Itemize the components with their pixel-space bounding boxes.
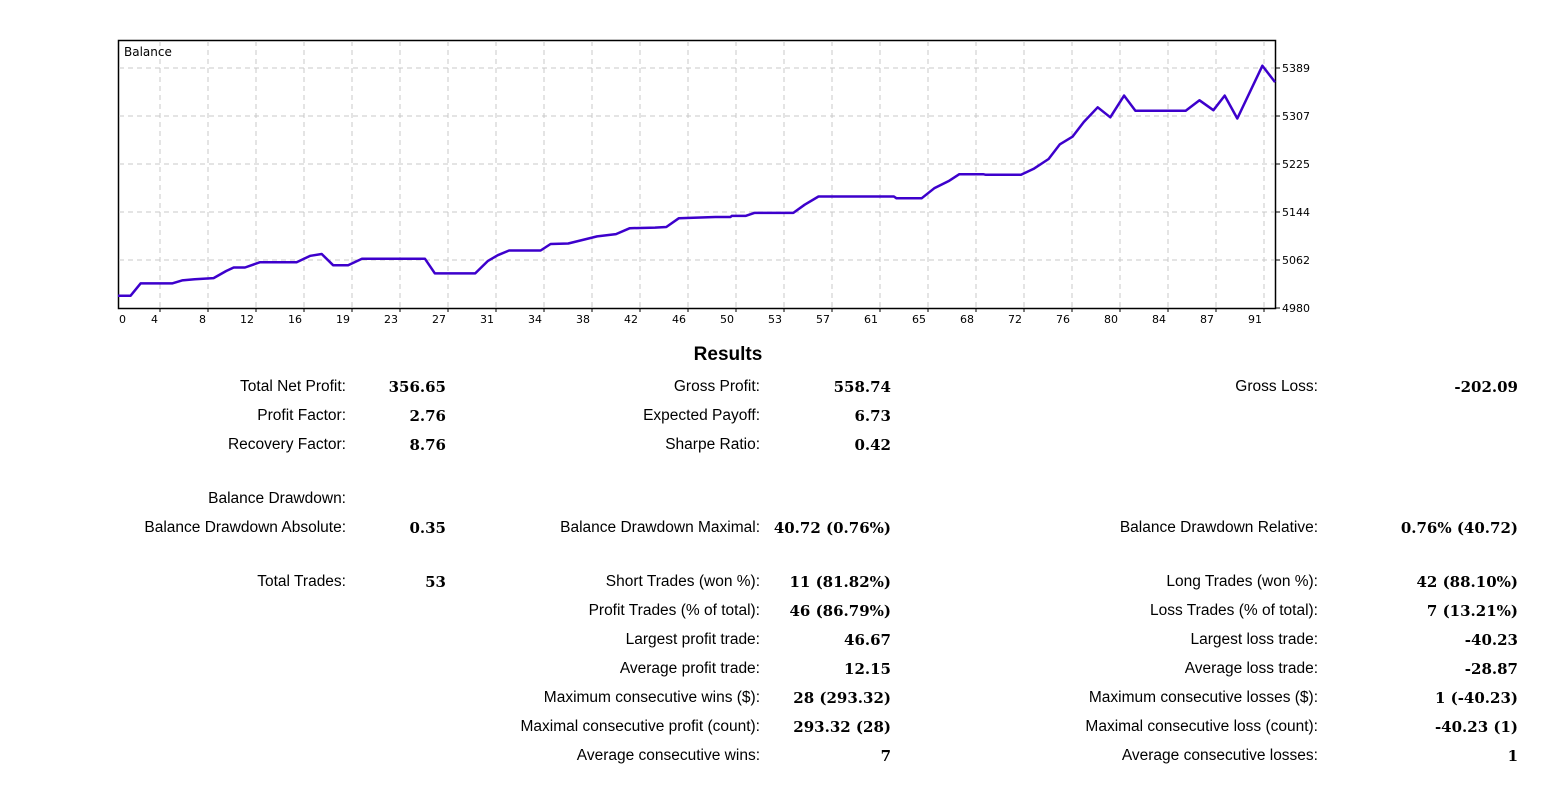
stat-label: Balance Drawdown Maximal:: [560, 519, 760, 536]
stat-label: Maximum consecutive losses ($):: [1088, 689, 1318, 706]
stat-label: Profit Trades (% of total):: [588, 602, 760, 619]
stat-value: 53: [425, 573, 446, 591]
stat-label: Gross Loss:: [1235, 378, 1318, 395]
stat-label: Total Trades:: [257, 573, 346, 590]
stat-value: 0.42: [854, 436, 891, 454]
results-title: Results: [693, 344, 763, 365]
stat-value: -40.23 (1): [1434, 718, 1518, 736]
x-tick-label: 53: [768, 313, 782, 326]
stat-label: Recovery Factor:: [227, 436, 346, 453]
y-tick-label: 5307: [1282, 110, 1310, 123]
stat-label: Short Trades (won %):: [605, 573, 760, 590]
x-tick-label: 80: [1104, 313, 1118, 326]
balance-line: [118, 64, 1276, 297]
stat-value: 46.67: [844, 631, 891, 649]
stat-value: 293.32 (28): [793, 718, 891, 736]
stat-value: 28 (293.32): [793, 689, 891, 707]
stat-value: 558.74: [833, 378, 891, 396]
stat-label: Largest loss trade:: [1190, 631, 1318, 648]
stat-value: 1 (-40.23): [1434, 689, 1518, 707]
stat-value: 0.35: [409, 519, 446, 537]
x-tick-label: 27: [432, 313, 446, 326]
x-tick-label: 65: [912, 313, 926, 326]
stat-label: Profit Factor:: [257, 407, 346, 424]
stat-label: Maximal consecutive profit (count):: [520, 718, 760, 735]
stat-label: Long Trades (won %):: [1166, 573, 1318, 590]
stat-value: 1: [1507, 747, 1518, 765]
y-tick-label: 4980: [1282, 302, 1310, 315]
stat-value: 356.65: [388, 378, 446, 396]
stat-value: -28.87: [1464, 660, 1518, 678]
x-tick-label: 57: [816, 313, 830, 326]
stat-value: 12.15: [844, 660, 891, 678]
x-tick-label: 87: [1200, 313, 1214, 326]
stat-value: 11 (81.82%): [789, 573, 891, 591]
x-tick-label: 91: [1248, 313, 1262, 326]
x-tick-label: 8: [199, 313, 206, 326]
y-tick-label: 5225: [1282, 158, 1310, 171]
balance-chart: 0 4 8 12 16 19 23 27 31 34 38 42 46 50 53 57 61 65 68 72 76 8…: [117, 39, 1310, 326]
y-tick-label: 5144: [1282, 206, 1310, 219]
stat-label: Average loss trade:: [1184, 660, 1318, 677]
stat-label: Balance Drawdown Absolute:: [144, 519, 346, 536]
stat-label: Expected Payoff:: [643, 407, 760, 424]
x-tick-label: 16: [288, 313, 302, 326]
stat-value: -202.09: [1454, 378, 1518, 396]
stat-value: 7 (13.21%): [1426, 602, 1518, 620]
x-tick-label: 12: [240, 313, 254, 326]
x-tick-label: 31: [480, 313, 494, 326]
stat-value: 6.73: [854, 407, 891, 425]
y-tick-label: 5062: [1282, 254, 1310, 267]
stat-label: Loss Trades (% of total):: [1150, 602, 1318, 619]
x-tick-label: 84: [1152, 313, 1166, 326]
stat-label: Average consecutive losses:: [1121, 747, 1318, 764]
stat-value: 2.76: [409, 407, 446, 425]
x-tick-label: 38: [576, 313, 590, 326]
stat-value: 42 (88.10%): [1416, 573, 1518, 591]
x-tick-label: 4: [151, 313, 158, 326]
x-tick-label: 34: [528, 313, 542, 326]
x-tick-label: 68: [960, 313, 974, 326]
plot-area: [117, 39, 1277, 310]
stat-label: Maximum consecutive wins ($):: [543, 689, 760, 706]
x-tick-label: 19: [336, 313, 350, 326]
y-tick-label: 5389: [1282, 62, 1310, 75]
x-tick-label: 72: [1008, 313, 1022, 326]
stat-value: 7: [880, 747, 891, 765]
stat-label: Balance Drawdown:: [208, 490, 346, 507]
stat-value: 40.72 (0.76%): [773, 519, 891, 537]
stat-label: Largest profit trade:: [625, 631, 760, 648]
stat-label: Gross Profit:: [673, 378, 760, 395]
x-tick-label: 42: [624, 313, 638, 326]
stat-label: Total Net Profit:: [240, 378, 346, 395]
stat-label: Average profit trade:: [619, 660, 760, 677]
stat-label: Sharpe Ratio:: [665, 436, 760, 453]
x-tick-label: 23: [384, 313, 398, 326]
x-tick-label: 61: [864, 313, 878, 326]
x-tick-label: 46: [672, 313, 686, 326]
stat-label: Balance Drawdown Relative:: [1119, 519, 1318, 536]
stat-label: Maximal consecutive loss (count):: [1085, 718, 1318, 735]
stat-value: -40.23: [1464, 631, 1518, 649]
chart-title: Balance: [124, 45, 172, 59]
stat-value: 46 (86.79%): [789, 602, 891, 620]
x-tick-label: 76: [1056, 313, 1070, 326]
stat-label: Average consecutive wins:: [576, 747, 760, 764]
x-tick-label: 0: [119, 313, 126, 326]
stat-value: 0.76% (40.72): [1400, 519, 1518, 537]
stat-value: 8.76: [409, 436, 446, 454]
x-tick-label: 50: [720, 313, 734, 326]
